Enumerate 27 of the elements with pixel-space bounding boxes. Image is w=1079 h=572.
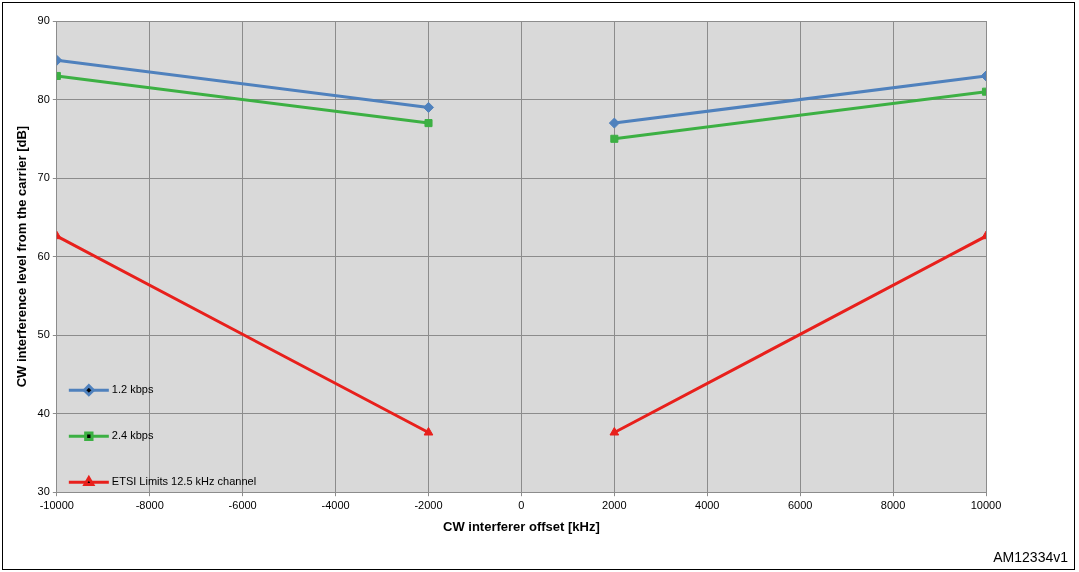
- y-tick-label: 90: [37, 14, 50, 27]
- point: [423, 101, 434, 113]
- x-tick-label: 0: [518, 498, 525, 511]
- x-tick-label: -8000: [135, 498, 164, 511]
- x-tick-label: 8000: [880, 498, 906, 511]
- y-tick-label: 50: [37, 328, 50, 341]
- y-tick-label: 30: [37, 485, 50, 498]
- legend-label: ETSI Limits 12.5 kHz channel: [111, 475, 257, 488]
- y-axis-title: CW interference level from the carrier [dB]: [14, 125, 30, 388]
- y-tick-label: 80: [37, 92, 50, 105]
- y-tick-label: 40: [37, 406, 50, 419]
- x-axis-title: CW interferer offset [kHz]: [443, 518, 600, 534]
- text: AM12334v1: [993, 548, 1069, 565]
- x-tick-label: 10000: [970, 498, 1002, 511]
- x-tick-label: 6000: [787, 498, 813, 511]
- x-tick-label: -6000: [228, 498, 257, 511]
- y-tick-label: 60: [37, 249, 50, 262]
- y-tick-label: 70: [37, 171, 50, 184]
- x-tick-label: -4000: [321, 498, 350, 511]
- point: [610, 134, 619, 143]
- legend-label: 1.2 kbps: [111, 383, 154, 396]
- x-tick-label: -10000: [39, 498, 74, 511]
- x-tick-label: -2000: [414, 498, 443, 511]
- legend-label: 2.4 kbps: [111, 429, 154, 442]
- x-tick-label: 2000: [602, 498, 627, 511]
- point: [424, 119, 433, 128]
- x-tick-label: 4000: [695, 498, 720, 511]
